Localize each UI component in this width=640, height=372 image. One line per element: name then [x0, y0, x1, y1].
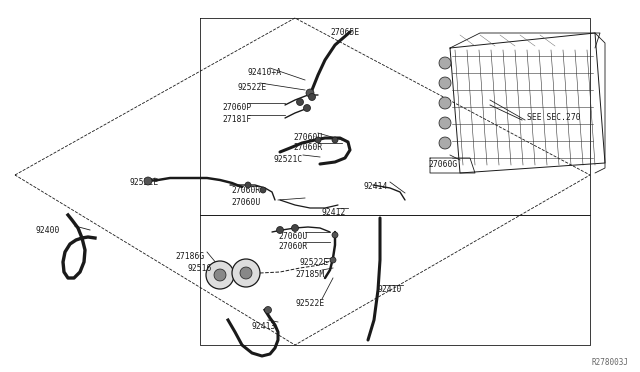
- Circle shape: [245, 182, 251, 188]
- Circle shape: [439, 117, 451, 129]
- Circle shape: [332, 232, 338, 238]
- Text: 27186G: 27186G: [175, 252, 204, 261]
- Circle shape: [439, 137, 451, 149]
- Text: 27060G: 27060G: [428, 160, 457, 169]
- Circle shape: [303, 105, 310, 112]
- Circle shape: [439, 77, 451, 89]
- Circle shape: [232, 259, 260, 287]
- Circle shape: [214, 269, 226, 281]
- Text: 27060U: 27060U: [293, 133, 323, 142]
- Text: 92410+A: 92410+A: [248, 68, 282, 77]
- Circle shape: [264, 307, 271, 314]
- Text: 27185M: 27185M: [295, 270, 324, 279]
- Circle shape: [291, 224, 298, 231]
- Text: 92522E: 92522E: [299, 258, 328, 267]
- Text: 27060U: 27060U: [278, 232, 307, 241]
- Circle shape: [206, 261, 234, 289]
- Text: 27060U: 27060U: [231, 198, 260, 207]
- Circle shape: [260, 187, 266, 193]
- Circle shape: [308, 93, 316, 100]
- Text: 92410: 92410: [377, 285, 401, 294]
- Text: 92522E: 92522E: [130, 178, 159, 187]
- Text: 27060P: 27060P: [222, 103, 252, 112]
- Text: 27065E: 27065E: [330, 28, 359, 37]
- Text: 27060R: 27060R: [231, 186, 260, 195]
- Circle shape: [439, 97, 451, 109]
- Text: 92413: 92413: [252, 322, 276, 331]
- Circle shape: [276, 227, 284, 234]
- Text: 27060R: 27060R: [278, 242, 307, 251]
- Circle shape: [144, 177, 152, 185]
- Text: 92516: 92516: [188, 264, 212, 273]
- Circle shape: [315, 137, 321, 143]
- Circle shape: [439, 57, 451, 69]
- Text: 92414: 92414: [363, 182, 387, 191]
- Text: 92400: 92400: [36, 226, 60, 235]
- Text: 27060R: 27060R: [293, 143, 323, 152]
- Circle shape: [296, 99, 303, 106]
- Text: 92522E: 92522E: [295, 299, 324, 308]
- Text: 92522E: 92522E: [237, 83, 266, 92]
- Text: SEE SEC.270: SEE SEC.270: [527, 113, 580, 122]
- Text: 27181F: 27181F: [222, 115, 252, 124]
- Circle shape: [306, 89, 314, 97]
- Circle shape: [330, 257, 336, 263]
- Circle shape: [240, 267, 252, 279]
- Text: R278003J: R278003J: [591, 358, 628, 367]
- Circle shape: [332, 137, 338, 143]
- Text: 92412: 92412: [322, 208, 346, 217]
- Text: 92521C: 92521C: [273, 155, 302, 164]
